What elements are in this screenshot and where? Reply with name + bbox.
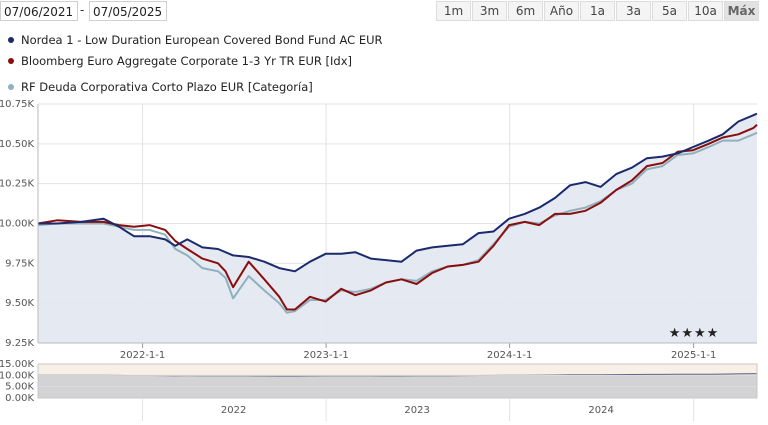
series-line-fund (38, 112, 758, 273)
x-tick-label: 2023-1-1 (303, 350, 348, 361)
range-button-ytd[interactable]: Año (544, 1, 579, 21)
x-tick-label: 2024-1-1 (487, 350, 532, 361)
range-button-3y[interactable]: 3a (616, 1, 651, 21)
range-button-max[interactable]: Máx (724, 1, 759, 21)
y-tick-label: 10.50K (0, 139, 34, 150)
range-button-1m[interactable]: 1m (436, 1, 471, 21)
range-button-1y[interactable]: 1a (580, 1, 615, 21)
x-tick-label: 2022-1-1 (120, 350, 165, 361)
navigator-frame (37, 363, 758, 399)
navigator-y-tick-label: 0.00K (5, 393, 34, 404)
range-button-10y[interactable]: 10a (688, 1, 723, 21)
navigator-x-tick-label: 2024 (588, 405, 613, 416)
range-button-6m[interactable]: 6m (508, 1, 543, 21)
y-tick-label: 10.00K (0, 219, 34, 230)
date-from-input[interactable]: 07/06/2021 (0, 1, 78, 21)
legend-marker-index (8, 58, 14, 64)
navigator-y-tick-label: 5.00K (5, 382, 34, 393)
navigator-y-tick-label: 15.00K (0, 359, 34, 370)
legend-marker-fund (8, 37, 14, 43)
rating-stars: ★★★★ (669, 326, 720, 341)
legend-label-category: RF Deuda Corporativa Corto Plazo EUR [Ca… (21, 80, 313, 94)
legend-item-index[interactable]: Bloomberg Euro Aggregate Corporate 1-3 Y… (8, 54, 352, 68)
range-button-3m[interactable]: 3m (472, 1, 507, 21)
range-button-5y[interactable]: 5a (652, 1, 687, 21)
y-tick-label: 10.75K (0, 99, 34, 110)
legend-label-fund: Nordea 1 - Low Duration European Covered… (21, 33, 383, 47)
legend-label-index: Bloomberg Euro Aggregate Corporate 1-3 Y… (21, 54, 353, 68)
series-line-index (37, 123, 758, 311)
navigator-x-tick-label: 2022 (221, 405, 246, 416)
navigator-y-tick-label: 10.00K (0, 370, 34, 381)
x-tick-label: 2025-1-1 (671, 350, 716, 361)
legend-item-category[interactable]: RF Deuda Corporativa Corto Plazo EUR [Ca… (8, 80, 313, 94)
legend-item-fund[interactable]: Nordea 1 - Low Duration European Covered… (8, 33, 383, 47)
y-tick-label: 9.25K (5, 338, 34, 349)
fund-area (38, 113, 757, 343)
date-separator: - (80, 3, 85, 17)
y-tick-label: 9.75K (5, 258, 34, 269)
y-tick-label: 9.50K (5, 298, 34, 309)
range-selector: 1m 3m 6m Año 1a 3a 5a 10a Máx (436, 1, 760, 21)
legend-marker-category (8, 84, 14, 90)
y-tick-label: 10.25K (0, 179, 34, 190)
navigator-x-tick-label: 2023 (404, 405, 429, 416)
date-to-input[interactable]: 07/05/2025 (89, 1, 167, 21)
